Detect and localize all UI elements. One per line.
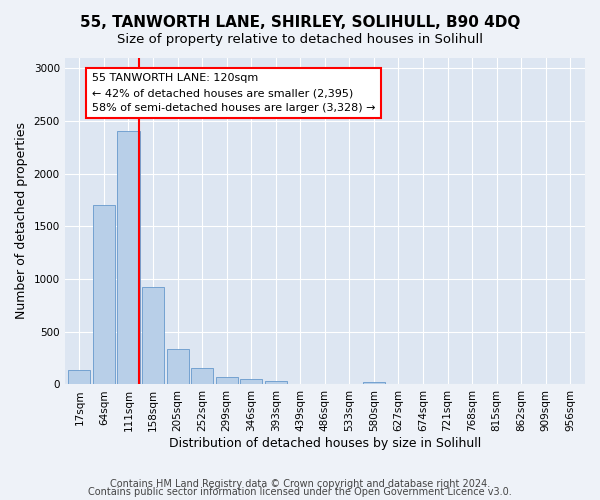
Bar: [167, 348, 188, 384]
Bar: [240, 379, 262, 384]
Bar: [265, 381, 287, 384]
Bar: [93, 205, 115, 384]
Text: Contains public sector information licensed under the Open Government Licence v3: Contains public sector information licen…: [88, 487, 512, 497]
Text: Size of property relative to detached houses in Solihull: Size of property relative to detached ho…: [117, 32, 483, 46]
Bar: [215, 376, 238, 384]
Bar: [363, 382, 385, 384]
Text: 55 TANWORTH LANE: 120sqm
← 42% of detached houses are smaller (2,395)
58% of sem: 55 TANWORTH LANE: 120sqm ← 42% of detach…: [92, 74, 375, 113]
Bar: [142, 288, 164, 384]
Bar: [118, 132, 140, 384]
Y-axis label: Number of detached properties: Number of detached properties: [15, 122, 28, 320]
Bar: [191, 368, 213, 384]
X-axis label: Distribution of detached houses by size in Solihull: Distribution of detached houses by size …: [169, 437, 481, 450]
Bar: [68, 370, 91, 384]
Text: 55, TANWORTH LANE, SHIRLEY, SOLIHULL, B90 4DQ: 55, TANWORTH LANE, SHIRLEY, SOLIHULL, B9…: [80, 15, 520, 30]
Text: Contains HM Land Registry data © Crown copyright and database right 2024.: Contains HM Land Registry data © Crown c…: [110, 479, 490, 489]
